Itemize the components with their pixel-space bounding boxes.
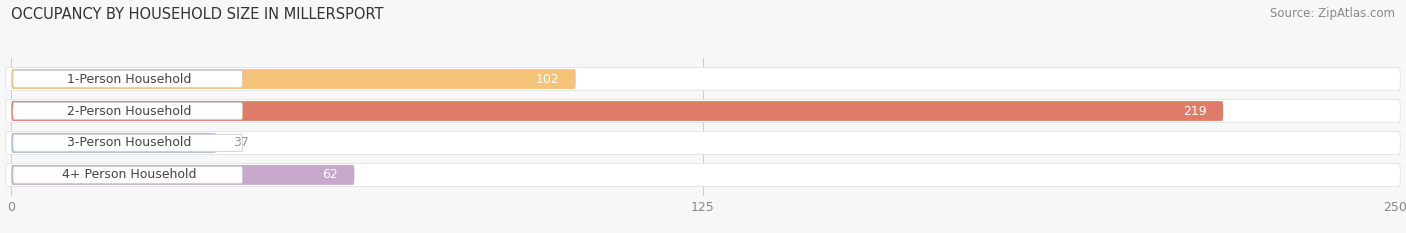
Text: 1-Person Household: 1-Person Household <box>67 72 191 86</box>
FancyBboxPatch shape <box>11 101 1223 121</box>
FancyBboxPatch shape <box>13 102 243 120</box>
FancyBboxPatch shape <box>11 165 354 185</box>
FancyBboxPatch shape <box>13 134 243 152</box>
FancyBboxPatch shape <box>6 99 1400 123</box>
FancyBboxPatch shape <box>6 163 1400 186</box>
FancyBboxPatch shape <box>13 70 243 88</box>
FancyBboxPatch shape <box>13 166 243 184</box>
FancyBboxPatch shape <box>6 68 1400 91</box>
Text: OCCUPANCY BY HOUSEHOLD SIZE IN MILLERSPORT: OCCUPANCY BY HOUSEHOLD SIZE IN MILLERSPO… <box>11 7 384 22</box>
Text: 4+ Person Household: 4+ Person Household <box>62 168 197 182</box>
FancyBboxPatch shape <box>6 131 1400 154</box>
FancyBboxPatch shape <box>11 69 575 89</box>
Text: Source: ZipAtlas.com: Source: ZipAtlas.com <box>1270 7 1395 20</box>
Text: 62: 62 <box>322 168 337 182</box>
FancyBboxPatch shape <box>11 133 217 153</box>
Text: 37: 37 <box>232 137 249 150</box>
Text: 102: 102 <box>536 72 560 86</box>
Text: 219: 219 <box>1182 104 1206 117</box>
Text: 3-Person Household: 3-Person Household <box>67 137 191 150</box>
Text: 2-Person Household: 2-Person Household <box>67 104 191 117</box>
